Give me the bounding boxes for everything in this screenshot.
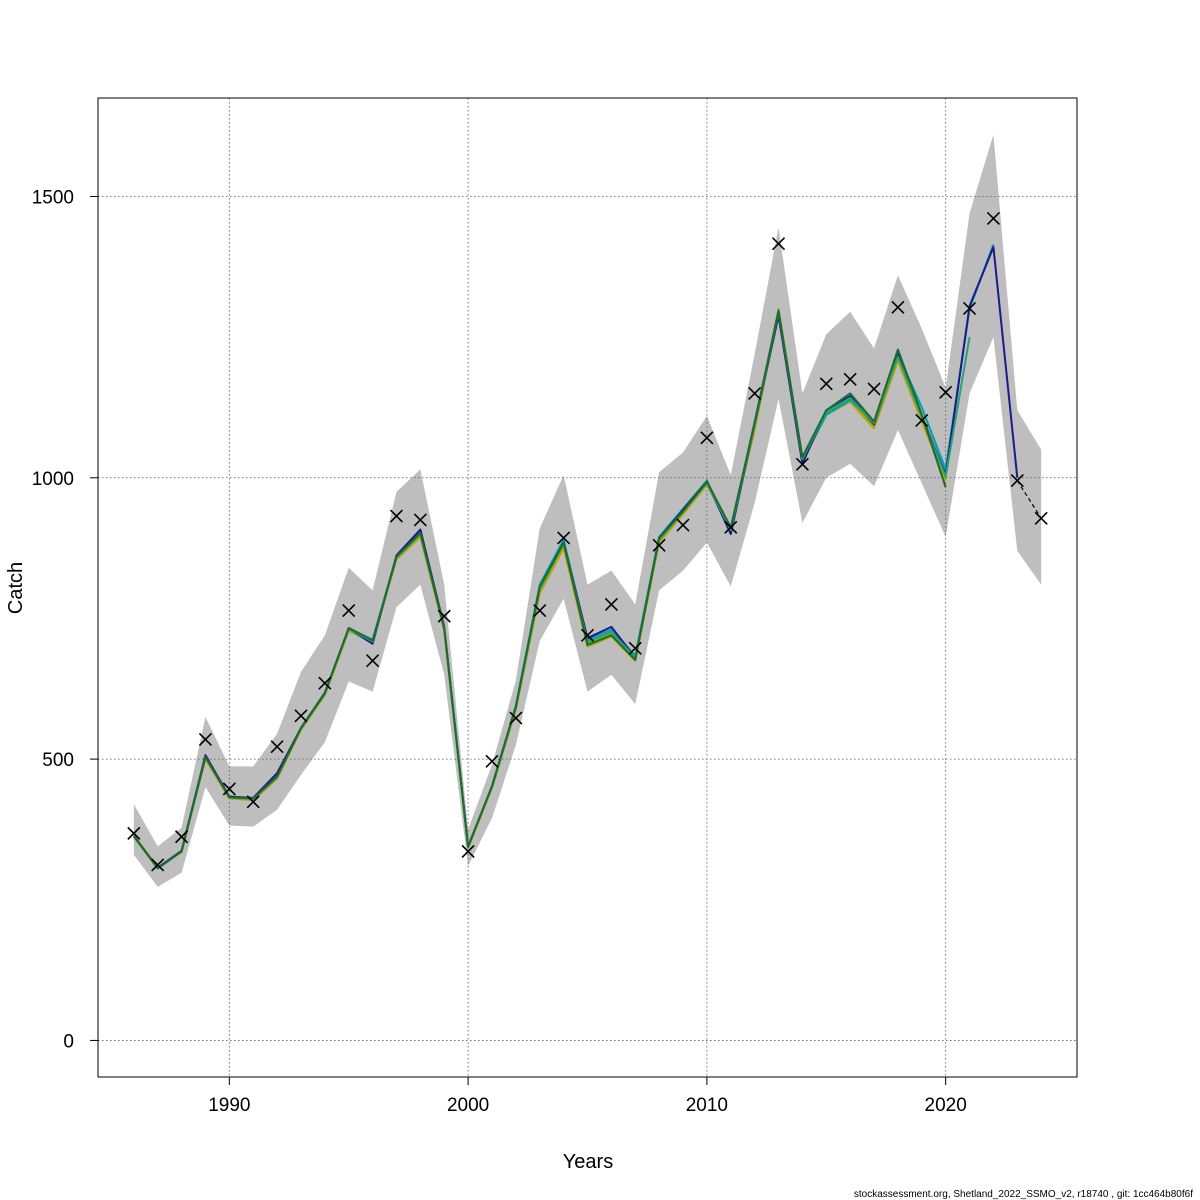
confidence-band-area xyxy=(133,134,1042,887)
observed-point xyxy=(151,858,165,872)
x-tick-label: 1990 xyxy=(208,1095,250,1116)
observed-point xyxy=(366,654,380,668)
observed-point xyxy=(652,538,666,552)
observed-point xyxy=(533,604,547,618)
footer-credit: stockassessment.org, Shetland_2022_SSMO_… xyxy=(854,1189,1193,1200)
observed-catch-markers xyxy=(127,211,1048,872)
observed-point xyxy=(962,301,977,315)
x-tick-label: 2020 xyxy=(925,1095,967,1116)
y-axis-title: Catch xyxy=(5,562,27,614)
observed-point xyxy=(461,844,475,858)
grid-lines xyxy=(98,98,1077,1077)
fitted-series-lines xyxy=(133,243,1019,870)
observed-point xyxy=(795,457,809,471)
confidence-band xyxy=(133,134,1042,887)
observed-point xyxy=(676,518,690,532)
observed-point xyxy=(867,382,881,396)
observed-point xyxy=(318,676,332,690)
x-axis: 1990 2000 2010 2020 xyxy=(208,1076,967,1116)
observed-point xyxy=(748,386,762,400)
observed-point xyxy=(222,782,236,796)
observed-point xyxy=(628,641,642,655)
observed-point xyxy=(270,740,284,754)
observed-point xyxy=(891,300,905,314)
observed-point xyxy=(843,372,857,386)
projection-dashed-line xyxy=(1016,480,1042,519)
observed-point xyxy=(915,413,929,427)
y-axis: 0 500 1000 1500 xyxy=(32,187,99,1052)
observed-point xyxy=(413,513,427,527)
observed-point xyxy=(604,597,618,611)
observed-point xyxy=(294,709,308,723)
observed-point xyxy=(557,531,571,545)
observed-point xyxy=(819,377,833,391)
observed-point xyxy=(939,385,953,399)
observed-point xyxy=(1010,474,1024,488)
observed-point xyxy=(986,211,1000,225)
y-tick-label: 500 xyxy=(42,750,74,771)
y-tick-label: 1000 xyxy=(32,469,74,490)
projection-line xyxy=(1016,480,1042,519)
observed-point xyxy=(389,509,404,523)
observed-point xyxy=(700,431,714,445)
x-tick-label: 2010 xyxy=(686,1095,728,1116)
observed-point xyxy=(724,520,738,534)
observed-point xyxy=(246,795,260,809)
observed-point xyxy=(127,826,141,840)
y-tick-label: 0 xyxy=(63,1031,74,1052)
observed-point xyxy=(437,609,451,623)
observed-point xyxy=(771,237,786,251)
x-tick-label: 2000 xyxy=(447,1095,489,1116)
observed-point xyxy=(1034,511,1048,525)
x-axis-title: Years xyxy=(563,1151,613,1173)
observed-point xyxy=(580,628,595,642)
observed-point xyxy=(198,732,213,746)
observed-point xyxy=(509,711,523,725)
observed-point xyxy=(175,830,189,844)
y-tick-label: 1500 xyxy=(32,187,74,208)
observed-point xyxy=(342,604,356,618)
observed-point xyxy=(485,754,499,768)
series-line-6 xyxy=(133,309,947,870)
